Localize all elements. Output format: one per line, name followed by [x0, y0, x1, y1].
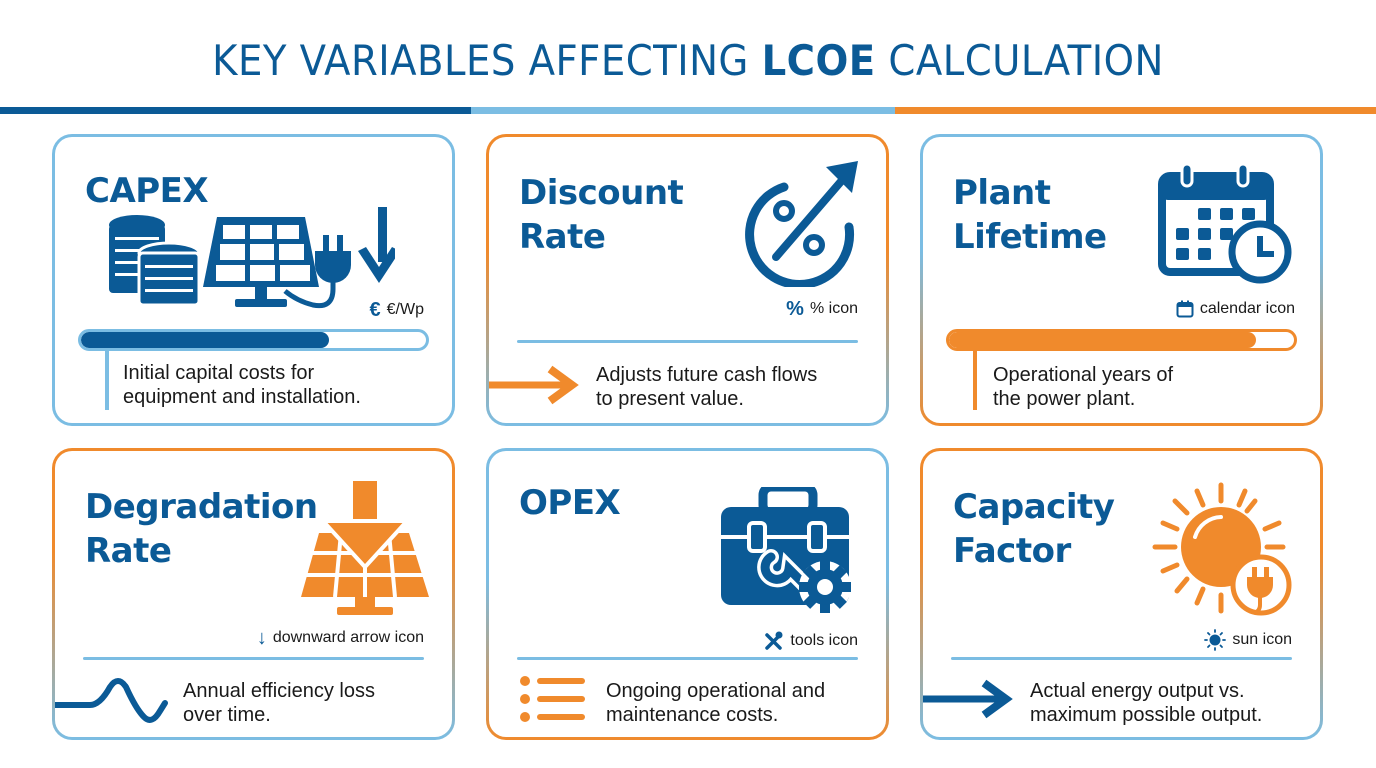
icon-label-text: sun icon [1232, 631, 1292, 648]
card-capex: CAPEX € €/Wp [52, 134, 455, 426]
card-capacity-factor: Capacity Factor sun icon [920, 448, 1323, 740]
underline-segment-light-blue [471, 107, 895, 114]
icon-label: tools icon [764, 631, 858, 651]
euro-icon: € [369, 299, 381, 321]
list-icon [520, 676, 585, 722]
card-discount-rate: Discount Rate % % icon Adjusts future cas… [486, 134, 889, 426]
calendar-clock-icon [1158, 164, 1292, 284]
progress-bar [946, 329, 1297, 351]
card-title: Plant Lifetime [953, 173, 1107, 257]
card-description: Adjusts future cash flows to present valu… [596, 364, 818, 410]
right-arrow-icon [489, 365, 579, 405]
progress-stem [973, 350, 977, 410]
sun-plug-icon [1152, 482, 1292, 616]
underline-segment-orange [895, 107, 1376, 114]
card-title: CAPEX [85, 171, 209, 211]
underline-segment-blue [0, 107, 471, 114]
icon-label: ↓ downward arrow icon [256, 627, 424, 649]
divider [517, 657, 858, 660]
divider [83, 657, 424, 660]
title-underline [0, 107, 1376, 114]
icon-label-text: €/Wp [386, 301, 424, 318]
progress-fill [81, 332, 330, 348]
card-title: Capacity Factor [953, 487, 1115, 571]
icon-label: calendar icon [1176, 300, 1295, 318]
card-description: Operational years of the power plant. [993, 364, 1174, 410]
card-description: Ongoing operational and maintenance costs… [606, 680, 826, 726]
icon-label-text: downward arrow icon [272, 629, 424, 646]
percent-icon: % [786, 298, 804, 320]
sun-mini-icon [1204, 629, 1227, 651]
wave-icon [55, 678, 168, 723]
progress-fill [949, 332, 1257, 348]
down-arrow-solar-panel-icon [301, 481, 429, 615]
card-title: OPEX [519, 483, 621, 523]
toolbox-wrench-gear-icon [721, 487, 851, 613]
card-title: Discount Rate [519, 173, 684, 257]
divider [517, 340, 858, 343]
tools-mini-icon [765, 631, 783, 650]
downward-arrow-icon: ↓ [256, 627, 267, 649]
percent-circle-up-arrow-icon [745, 161, 858, 287]
card-description: Initial capital costs for equipment and i… [123, 362, 361, 408]
card-description: Annual efficiency loss over time. [183, 680, 375, 726]
card-plant-lifetime: Plant Lifetime calendar icon Operational … [920, 134, 1323, 426]
card-degradation-rate: Degradation Rate ↓ downward arrow icon An… [52, 448, 455, 740]
icon-label-text: tools icon [790, 632, 858, 649]
icon-label: % % icon [786, 298, 858, 320]
coins-solar-panel-plug-icon [109, 207, 395, 309]
page-title: KEY VARIABLES AFFECTING LCOE CALCULATION [212, 36, 1164, 85]
divider [951, 657, 1292, 660]
card-title: Degradation Rate [85, 487, 318, 571]
progress-stem [105, 350, 109, 410]
progress-bar [78, 329, 429, 351]
right-arrow-icon [923, 679, 1013, 719]
icon-label-text: calendar icon [1199, 300, 1295, 317]
calendar-mini-icon [1176, 300, 1194, 318]
icon-label: € €/Wp [369, 299, 424, 321]
card-opex: OPEX tools icon Ongoing operational and m… [486, 448, 889, 740]
icon-label: sun icon [1204, 629, 1292, 651]
card-description: Actual energy output vs. maximum possible… [1030, 680, 1263, 726]
icon-label-text: % icon [809, 300, 858, 317]
